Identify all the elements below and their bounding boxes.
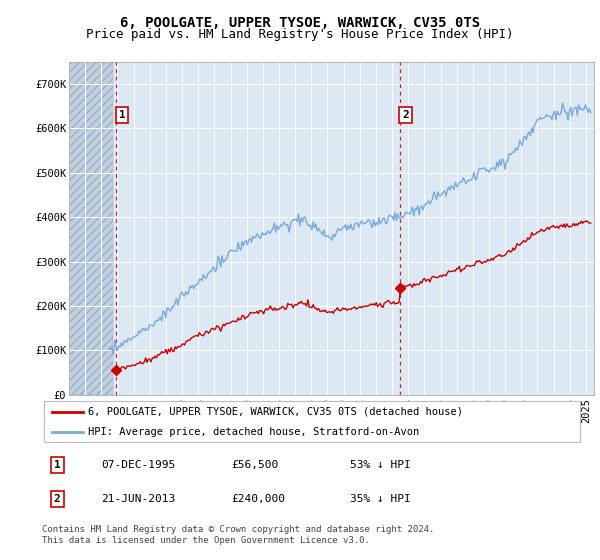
Text: 2: 2 [402, 110, 409, 120]
Text: 07-DEC-1995: 07-DEC-1995 [101, 460, 176, 470]
Text: £56,500: £56,500 [231, 460, 278, 470]
Text: Price paid vs. HM Land Registry's House Price Index (HPI): Price paid vs. HM Land Registry's House … [86, 28, 514, 41]
Text: 21-JUN-2013: 21-JUN-2013 [101, 494, 176, 505]
Text: £240,000: £240,000 [231, 494, 285, 505]
FancyBboxPatch shape [44, 401, 580, 442]
Text: 6, POOLGATE, UPPER TYSOE, WARWICK, CV35 0TS (detached house): 6, POOLGATE, UPPER TYSOE, WARWICK, CV35 … [88, 407, 463, 417]
Text: 53% ↓ HPI: 53% ↓ HPI [350, 460, 410, 470]
Text: HPI: Average price, detached house, Stratford-on-Avon: HPI: Average price, detached house, Stra… [88, 427, 419, 437]
Text: 35% ↓ HPI: 35% ↓ HPI [350, 494, 410, 505]
Text: Contains HM Land Registry data © Crown copyright and database right 2024.
This d: Contains HM Land Registry data © Crown c… [42, 525, 434, 545]
Bar [69, 62, 113, 395]
Text: 6, POOLGATE, UPPER TYSOE, WARWICK, CV35 0TS: 6, POOLGATE, UPPER TYSOE, WARWICK, CV35 … [120, 16, 480, 30]
Text: 2: 2 [54, 494, 61, 505]
Text: 1: 1 [119, 110, 125, 120]
Text: 1: 1 [54, 460, 61, 470]
